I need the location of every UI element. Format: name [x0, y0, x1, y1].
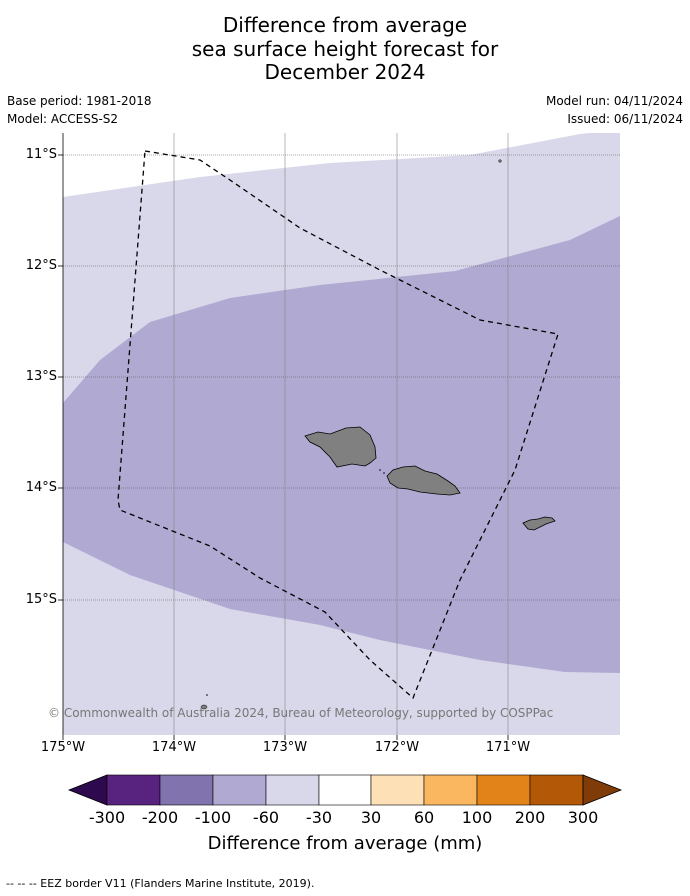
lon-label: 175°W — [40, 740, 86, 755]
colorbar-bin — [529, 774, 584, 806]
colorbar-tick-label: -300 — [88, 808, 126, 827]
colorbar — [67, 774, 623, 806]
colorbar-extend-high — [582, 774, 623, 806]
colorbar-tick-label: 30 — [360, 808, 382, 827]
copyright-notice: © Commonwealth of Australia 2024, Bureau… — [48, 706, 554, 720]
colorbar-label: Difference from average (mm) — [207, 833, 483, 854]
lat-label: 14°S — [25, 480, 57, 495]
y-axis-ticks — [58, 154, 63, 601]
colorbar-bin — [423, 774, 478, 806]
x-axis-ticks — [62, 735, 509, 740]
colorbar-bin — [318, 774, 372, 806]
graticule — [63, 154, 620, 601]
colorbar-extend-low — [67, 774, 108, 806]
manono-islet — [383, 472, 385, 474]
colorbar-tick-label: 200 — [514, 808, 546, 827]
lon-label: 173°W — [262, 740, 308, 755]
apolima-islet — [379, 469, 381, 471]
lat-label: 11°S — [25, 147, 57, 162]
eez-footnote: -- -- -- EEZ border V11 (Flanders Marine… — [6, 877, 315, 890]
colorbar-bin — [159, 774, 214, 806]
colorbar-tick-label: 100 — [461, 808, 493, 827]
colorbar-tick-label: 300 — [567, 808, 599, 827]
colorbar-bin — [265, 774, 320, 806]
colorbar-bin — [476, 774, 531, 806]
colorbar-bin — [370, 774, 425, 806]
savaii-island — [304, 426, 377, 468]
lat-label: 12°S — [25, 258, 57, 273]
meridians — [173, 133, 509, 735]
lon-label: 174°W — [151, 740, 197, 755]
title-line-3: December 2024 — [264, 60, 426, 84]
colorbar-tick-label: -200 — [141, 808, 179, 827]
lat-label: 13°S — [25, 369, 57, 384]
issued-date: Issued: 06/11/2024 — [567, 112, 683, 126]
map-title: Difference from average sea surface heig… — [0, 13, 690, 85]
colorbar-tick-label: 60 — [413, 808, 435, 827]
colorbar-bin — [106, 774, 161, 806]
eez-border — [117, 150, 559, 700]
rose-atoll — [498, 159, 502, 163]
map-area — [63, 133, 620, 735]
colorbar-tick-label: -30 — [305, 808, 333, 827]
colorbar-bin — [212, 774, 267, 806]
base-period: Base period: 1981-2018 — [7, 94, 152, 108]
tutuila-island — [522, 516, 556, 531]
lon-label: 171°W — [485, 740, 531, 755]
title-line-2: sea surface height forecast for — [191, 36, 499, 61]
lat-label: 15°S — [25, 592, 57, 607]
lon-label: 172°W — [374, 740, 420, 755]
upolu-island — [386, 465, 461, 496]
colorbar-tick-label: -60 — [252, 808, 280, 827]
title-line-1: Difference from average — [222, 13, 468, 37]
uvea-island — [200, 704, 208, 710]
model-name: Model: ACCESS-S2 — [7, 112, 119, 126]
colorbar-tick-label: -100 — [194, 808, 232, 827]
small-islet — [206, 694, 208, 696]
model-run: Model run: 04/11/2024 — [545, 94, 683, 108]
